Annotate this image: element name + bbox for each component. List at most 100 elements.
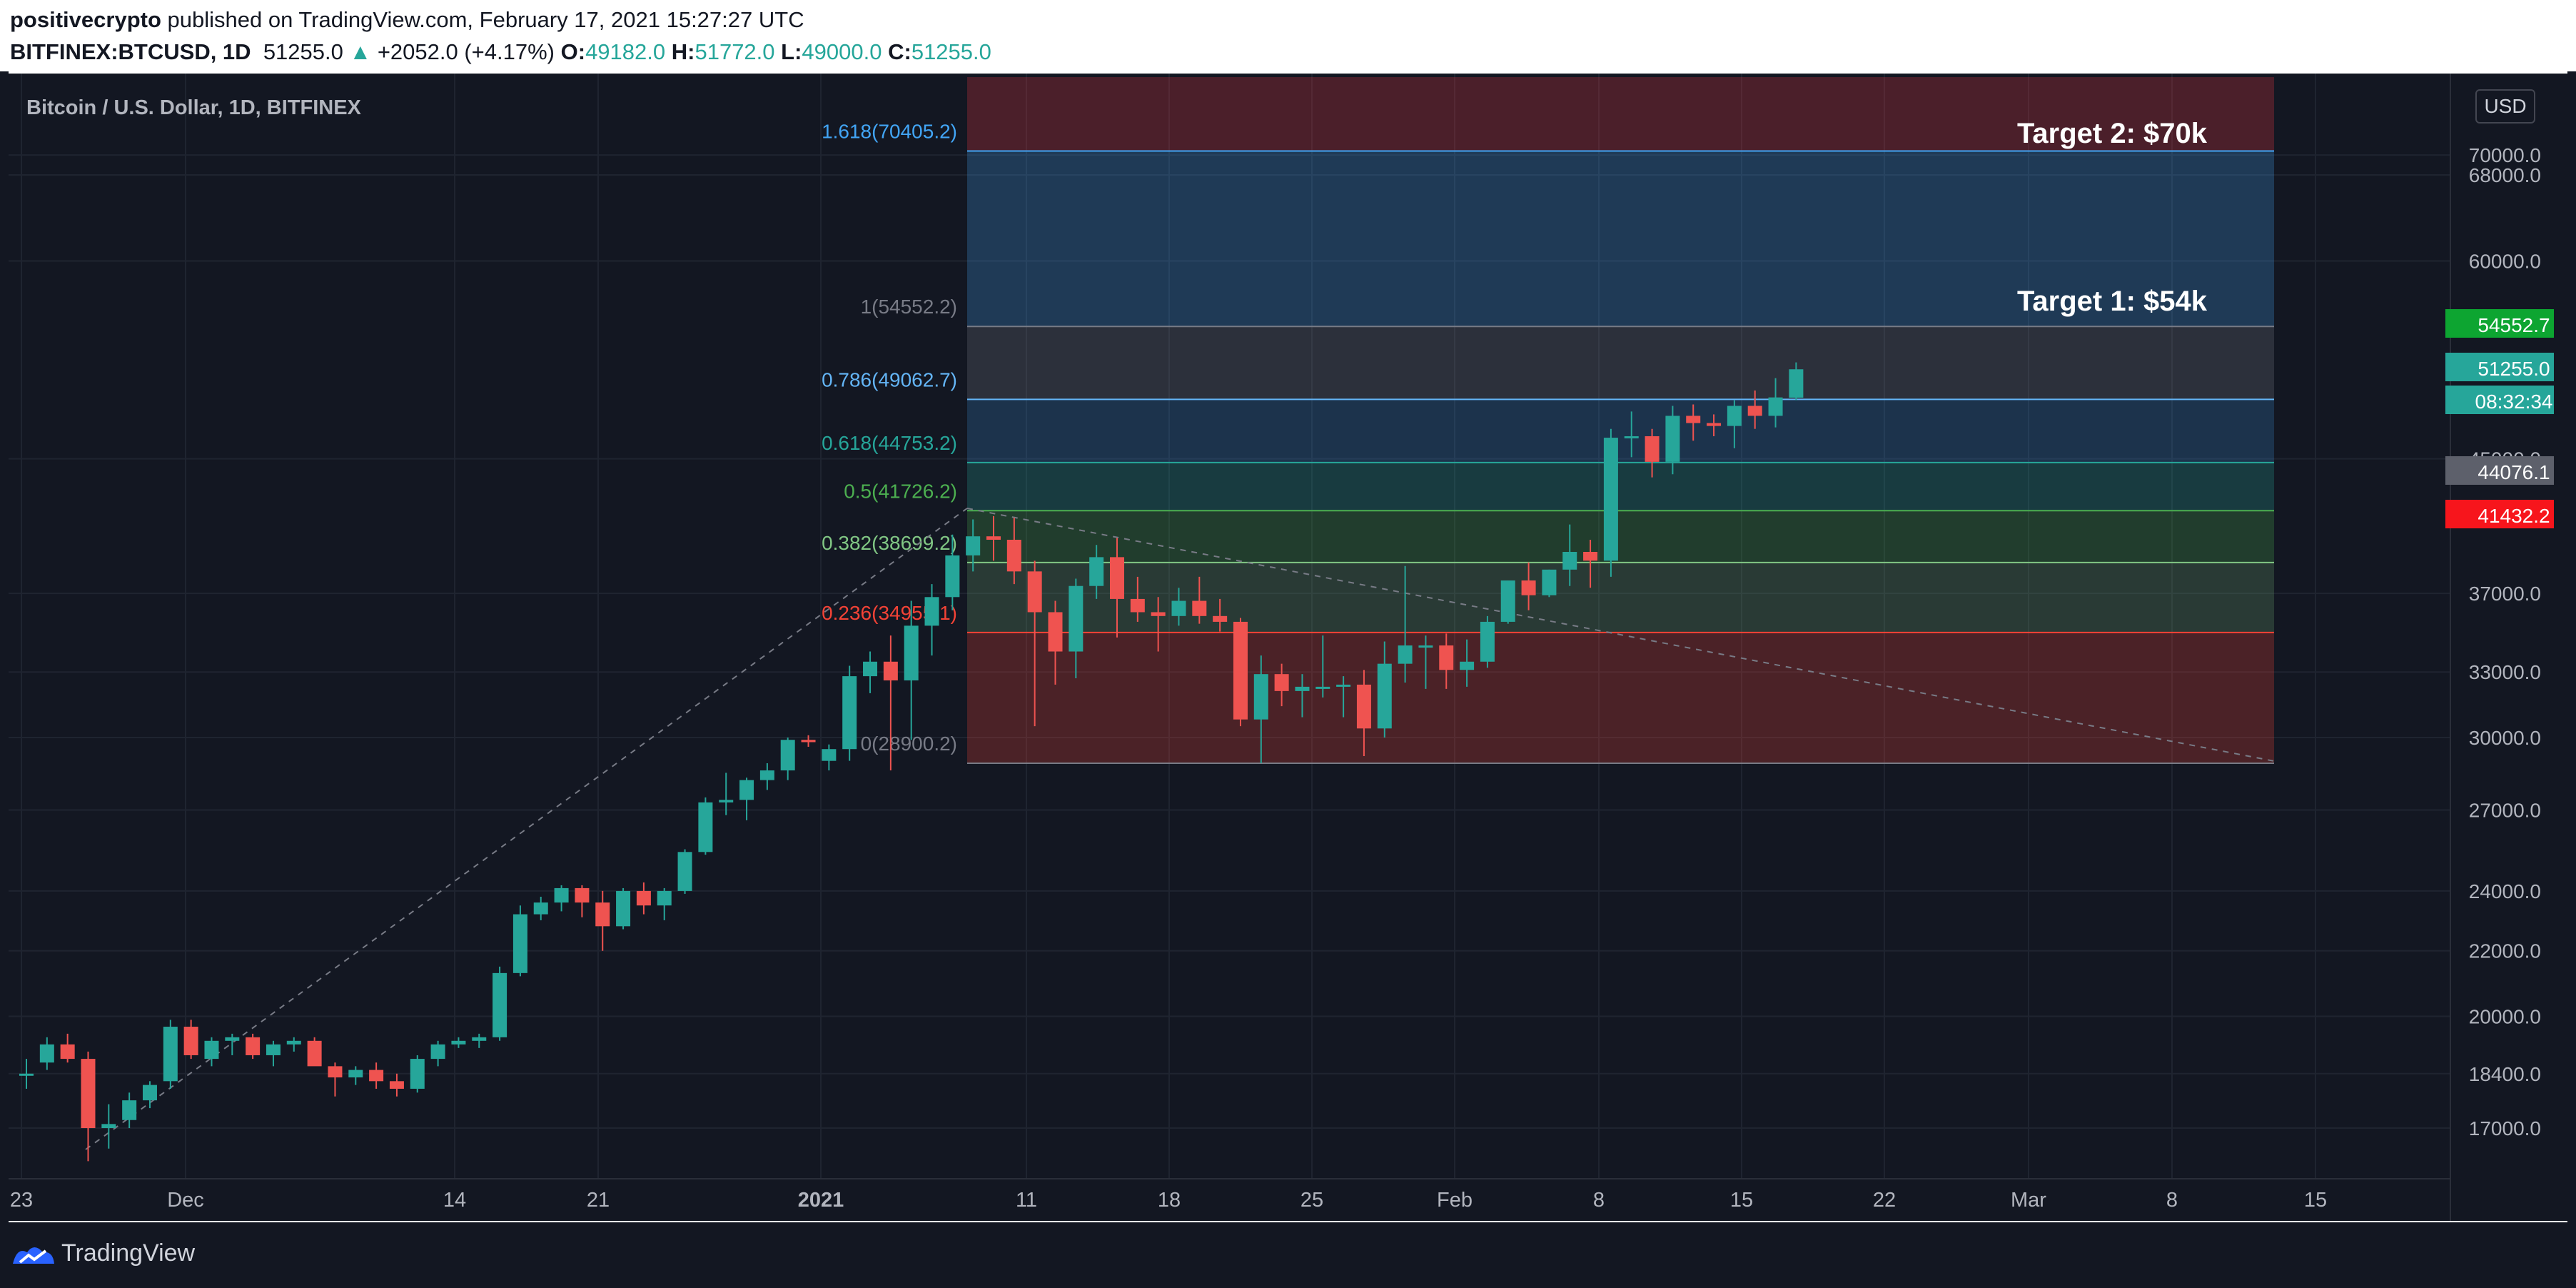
- target-annotation: Target 1: $54k: [2017, 286, 2208, 317]
- candle-body: [1624, 436, 1639, 438]
- candle-body: [842, 676, 857, 750]
- candle-body: [81, 1059, 96, 1128]
- candle-body: [1562, 551, 1577, 570]
- x-tick-label: 21: [587, 1189, 610, 1212]
- fib-level-label: 0.5(41726.2): [844, 480, 957, 502]
- y-tick-label: 27000.0: [2469, 799, 2541, 821]
- candle-body: [616, 890, 631, 927]
- candle-body: [225, 1037, 240, 1041]
- y-tick-label: 60000.0: [2469, 251, 2541, 273]
- candle-body: [945, 555, 960, 598]
- candle-body: [1213, 615, 1228, 622]
- candle-body: [19, 1073, 34, 1076]
- time-axis[interactable]: [9, 1178, 2450, 1222]
- candle-body: [512, 914, 527, 973]
- chart-pane[interactable]: [9, 74, 2450, 1221]
- candle-body: [1006, 539, 1021, 572]
- candle-body: [1377, 663, 1392, 729]
- candle-body: [307, 1040, 322, 1067]
- candle-body: [348, 1070, 363, 1078]
- candle-body: [924, 597, 939, 626]
- y-tick-label: 18400.0: [2469, 1063, 2541, 1085]
- candle-body: [1603, 438, 1618, 561]
- fib-level-label: 1(54552.2): [861, 296, 957, 318]
- candle-body: [1727, 406, 1742, 426]
- currency-button[interactable]: USD: [2475, 89, 2535, 124]
- x-tick-label: 15: [1730, 1189, 1753, 1212]
- candle-body: [1747, 406, 1762, 416]
- candle-body: [554, 887, 569, 903]
- fib-level-label: 0(28900.2): [861, 733, 957, 755]
- candle-body: [451, 1040, 466, 1045]
- x-tick-label: Feb: [1437, 1189, 1473, 1212]
- candle-body: [822, 749, 837, 761]
- candle-body: [698, 802, 713, 852]
- price-badge: [2445, 353, 2554, 381]
- tradingview-brand[interactable]: TradingView: [61, 1239, 196, 1267]
- candle-body: [595, 902, 610, 927]
- candle-body: [1583, 551, 1598, 561]
- low-label: L:: [781, 39, 802, 64]
- y-tick-label: 24000.0: [2469, 880, 2541, 902]
- x-tick-label: 18: [1158, 1189, 1181, 1212]
- x-tick-label: 25: [1300, 1189, 1323, 1212]
- x-tick-label: 23: [10, 1189, 33, 1212]
- price-badge: [2445, 386, 2554, 414]
- candle-body: [657, 890, 672, 906]
- candle-body: [1480, 621, 1495, 662]
- candle-body: [1460, 661, 1475, 670]
- y-tick-label: 70000.0: [2469, 144, 2541, 166]
- chart-title: Bitcoin / U.S. Dollar, 1D, BITFINEX: [26, 96, 362, 119]
- high-label: H:: [671, 39, 695, 64]
- fib-zone: [967, 510, 2274, 563]
- candle-body: [1542, 569, 1557, 595]
- candle-body: [1130, 598, 1145, 613]
- ohlc-line: BITFINEX:BTCUSD, 1D 51255.0 ▲ +2052.0 (+…: [10, 39, 991, 65]
- up-arrow-icon: ▲: [349, 39, 372, 64]
- candle-body: [1233, 621, 1248, 720]
- candle-body: [780, 740, 795, 771]
- close-label: C:: [888, 39, 911, 64]
- candle-body: [1192, 600, 1207, 616]
- candle-body: [801, 740, 816, 743]
- price-badge-label: 41432.2: [2477, 505, 2550, 527]
- candle-body: [472, 1037, 487, 1041]
- candle-body: [430, 1044, 445, 1060]
- y-tick-label: 37000.0: [2469, 583, 2541, 605]
- price-axis[interactable]: [2450, 74, 2569, 1221]
- x-tick-label: Mar: [2011, 1189, 2046, 1212]
- candle-body: [1089, 557, 1104, 586]
- fib-zone: [967, 562, 2274, 633]
- candle-body: [1295, 686, 1310, 691]
- candle-body: [204, 1040, 219, 1060]
- open-value: 49182.0: [585, 39, 666, 64]
- candle-body: [39, 1044, 54, 1063]
- candle-body: [533, 902, 548, 915]
- candle-body: [1048, 612, 1063, 652]
- fib-zone-top: [967, 77, 2274, 151]
- fib-zone: [967, 632, 2274, 763]
- change-value: +2052.0 (+4.17%): [377, 39, 555, 64]
- candle-body: [1398, 645, 1413, 664]
- candle-body: [759, 770, 774, 780]
- author-name[interactable]: positivecrypto: [10, 7, 161, 32]
- price-badge: [2445, 309, 2554, 338]
- publish-header: positivecrypto published on TradingView.…: [0, 0, 2576, 71]
- candle-body: [1069, 585, 1084, 652]
- candle-body: [1665, 416, 1680, 462]
- candle-body: [1521, 580, 1536, 595]
- y-tick-label: 20000.0: [2469, 1005, 2541, 1027]
- candle-body: [863, 661, 878, 677]
- high-value: 51772.0: [694, 39, 775, 64]
- candle-body: [286, 1040, 301, 1045]
- publish-text: published on TradingView.com, February 1…: [161, 7, 804, 32]
- candle-body: [1500, 580, 1515, 622]
- candle-body: [122, 1100, 137, 1120]
- candle-body: [883, 661, 898, 680]
- x-tick-label: 14: [443, 1189, 466, 1212]
- fib-level-label: 1.618(70405.2): [822, 121, 957, 143]
- candle-body: [1645, 436, 1660, 462]
- candle-body: [1274, 674, 1289, 691]
- candle-body: [1027, 571, 1042, 613]
